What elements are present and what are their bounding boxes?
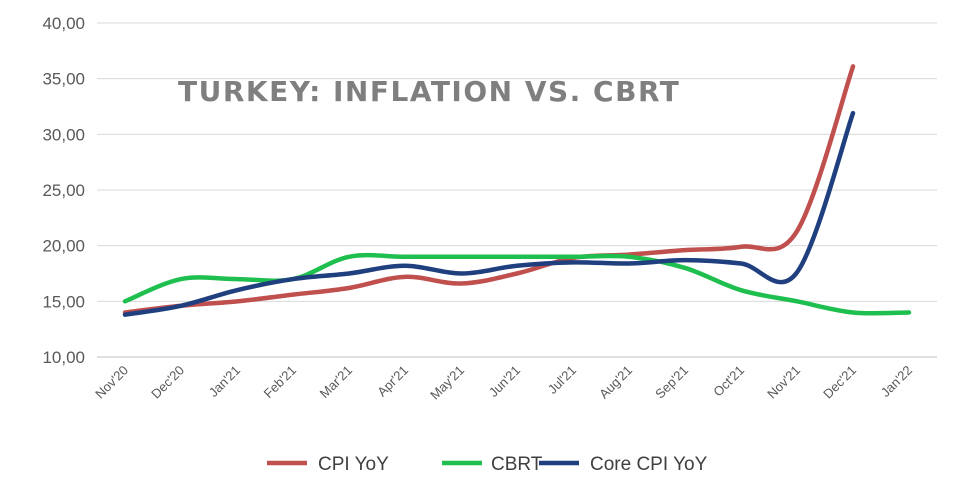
series-line-cpi-yoy <box>122 64 856 315</box>
x-axis-ticks: Nov'20 Dec'20 Jan'21 Feb'21 Mar'21 Apr'21 May'… <box>92 356 937 403</box>
y-tick-label: 25,00 <box>42 181 85 200</box>
legend-label: CPI YoY <box>318 454 389 475</box>
x-tick-label: Jan'22 <box>878 363 915 400</box>
x-tick-label: Nov'21 <box>764 363 803 402</box>
x-tick-label: Jan'21 <box>206 363 243 400</box>
series-line-core-cpi-yoy <box>122 110 856 317</box>
y-tick-label: 35,00 <box>42 70 85 89</box>
x-tick-label: Jun'21 <box>486 363 523 400</box>
y-tick-label: 15,00 <box>42 292 85 311</box>
x-tick-label: Aug'21 <box>596 363 635 402</box>
legend: CPI YoY CBRT Core CPI YoY <box>267 454 708 475</box>
x-tick-label: May'21 <box>427 363 467 403</box>
series-line-cbrt <box>122 252 912 316</box>
gridlines <box>97 22 937 358</box>
legend-label: CBRT <box>491 454 543 475</box>
x-tick-label: Dec'20 <box>148 363 187 402</box>
x-tick-label: Dec'21 <box>820 363 859 402</box>
x-tick-label: Jul'21 <box>545 363 579 397</box>
x-tick-label: Mar'21 <box>317 363 355 401</box>
chart-title: TURKEY: INFLATION VS. CBRT <box>178 75 680 108</box>
y-axis-ticks: 10,00 15,00 20,00 25,00 30,00 35,00 40,00 <box>42 14 85 367</box>
x-tick-label: Sep'21 <box>652 363 691 402</box>
series-lines <box>122 64 912 317</box>
legend-label: Core CPI YoY <box>590 454 708 475</box>
y-tick-label: 10,00 <box>42 348 85 367</box>
x-tick-label: Oct'21 <box>710 363 747 400</box>
y-tick-label: 40,00 <box>42 14 85 33</box>
y-tick-label: 20,00 <box>42 237 85 256</box>
x-tick-label: Apr'21 <box>374 363 411 400</box>
x-tick-label: Feb'21 <box>261 363 299 401</box>
y-tick-label: 30,00 <box>42 125 85 144</box>
x-tick-label: Nov'20 <box>92 363 131 402</box>
